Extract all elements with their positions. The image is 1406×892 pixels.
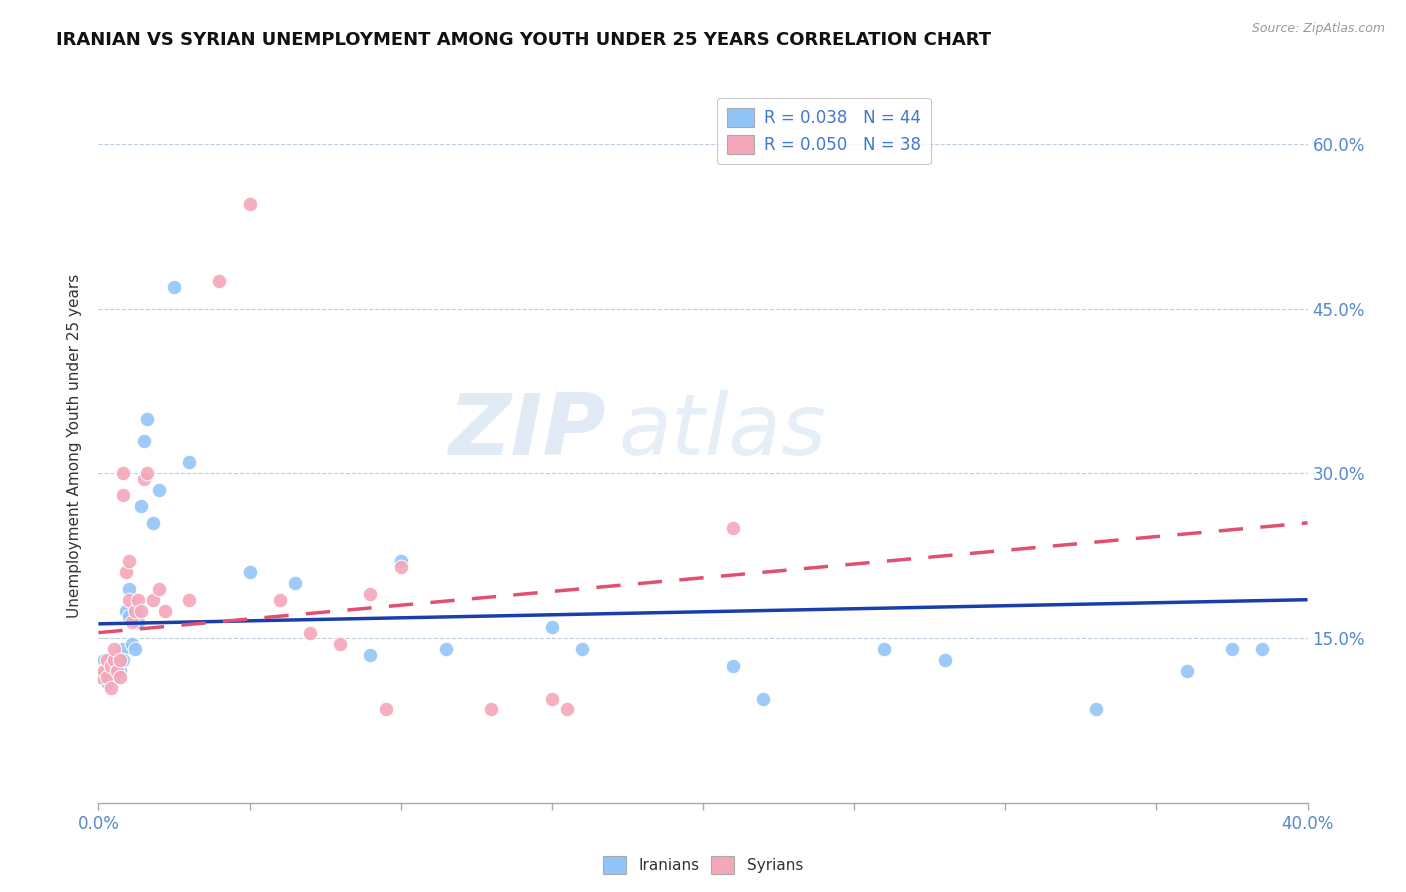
Point xyxy=(389,559,412,574)
Point xyxy=(93,664,115,678)
Point xyxy=(111,467,134,481)
Point xyxy=(93,653,115,667)
Point xyxy=(100,681,122,695)
Point xyxy=(118,582,141,596)
Legend: R = 0.038   N = 44, R = 0.050   N = 38: R = 0.038 N = 44, R = 0.050 N = 38 xyxy=(717,97,931,164)
Point xyxy=(100,664,122,678)
Point xyxy=(1220,642,1243,657)
Point xyxy=(118,609,141,624)
Point xyxy=(723,521,745,535)
Point xyxy=(111,488,134,502)
Point xyxy=(135,411,157,425)
Point xyxy=(114,566,136,580)
Point xyxy=(127,615,149,629)
Legend: Iranians, Syrians: Iranians, Syrians xyxy=(598,850,808,880)
Point xyxy=(153,604,176,618)
Point xyxy=(723,658,745,673)
Text: Source: ZipAtlas.com: Source: ZipAtlas.com xyxy=(1251,22,1385,36)
Point xyxy=(127,592,149,607)
Point xyxy=(142,516,165,530)
Point xyxy=(103,658,125,673)
Point xyxy=(105,664,128,678)
Point xyxy=(284,576,307,591)
Point xyxy=(132,434,155,448)
Point xyxy=(124,604,146,618)
Point xyxy=(360,648,382,662)
Point xyxy=(389,554,412,568)
Point xyxy=(142,592,165,607)
Point xyxy=(571,642,593,657)
Point xyxy=(90,669,112,683)
Point xyxy=(163,280,186,294)
Point xyxy=(118,592,141,607)
Point xyxy=(111,653,134,667)
Point xyxy=(118,554,141,568)
Point xyxy=(108,669,131,683)
Point xyxy=(299,625,322,640)
Point xyxy=(129,500,152,514)
Point xyxy=(934,653,956,667)
Point xyxy=(179,455,201,469)
Point xyxy=(114,604,136,618)
Point xyxy=(374,702,396,716)
Point xyxy=(269,592,291,607)
Point xyxy=(555,702,578,716)
Point xyxy=(360,587,382,601)
Point xyxy=(100,658,122,673)
Point xyxy=(108,648,131,662)
Point xyxy=(329,637,352,651)
Point xyxy=(481,702,503,716)
Point xyxy=(434,642,457,657)
Point xyxy=(121,615,143,629)
Point xyxy=(129,604,152,618)
Point xyxy=(108,664,131,678)
Point xyxy=(103,642,125,657)
Point xyxy=(90,669,112,683)
Point xyxy=(148,582,170,596)
Point xyxy=(96,675,118,690)
Point xyxy=(873,642,896,657)
Text: ZIP: ZIP xyxy=(449,390,606,474)
Point xyxy=(239,197,262,211)
Point xyxy=(96,658,118,673)
Point xyxy=(96,669,118,683)
Point xyxy=(103,653,125,667)
Point xyxy=(111,642,134,657)
Y-axis label: Unemployment Among Youth under 25 years: Unemployment Among Youth under 25 years xyxy=(67,274,83,618)
Point xyxy=(103,669,125,683)
Point xyxy=(179,592,201,607)
Point xyxy=(100,658,122,673)
Point xyxy=(208,274,231,288)
Point xyxy=(148,483,170,497)
Text: IRANIAN VS SYRIAN UNEMPLOYMENT AMONG YOUTH UNDER 25 YEARS CORRELATION CHART: IRANIAN VS SYRIAN UNEMPLOYMENT AMONG YOU… xyxy=(56,31,991,49)
Point xyxy=(540,691,562,706)
Point xyxy=(93,664,115,678)
Point xyxy=(108,653,131,667)
Point xyxy=(752,691,775,706)
Point xyxy=(96,653,118,667)
Point xyxy=(100,653,122,667)
Point xyxy=(1175,664,1198,678)
Point xyxy=(132,472,155,486)
Point xyxy=(1251,642,1274,657)
Point xyxy=(121,637,143,651)
Point xyxy=(239,566,262,580)
Point xyxy=(96,669,118,683)
Point xyxy=(540,620,562,634)
Point xyxy=(135,467,157,481)
Point xyxy=(105,664,128,678)
Text: atlas: atlas xyxy=(619,390,827,474)
Point xyxy=(124,642,146,657)
Point xyxy=(1085,702,1108,716)
